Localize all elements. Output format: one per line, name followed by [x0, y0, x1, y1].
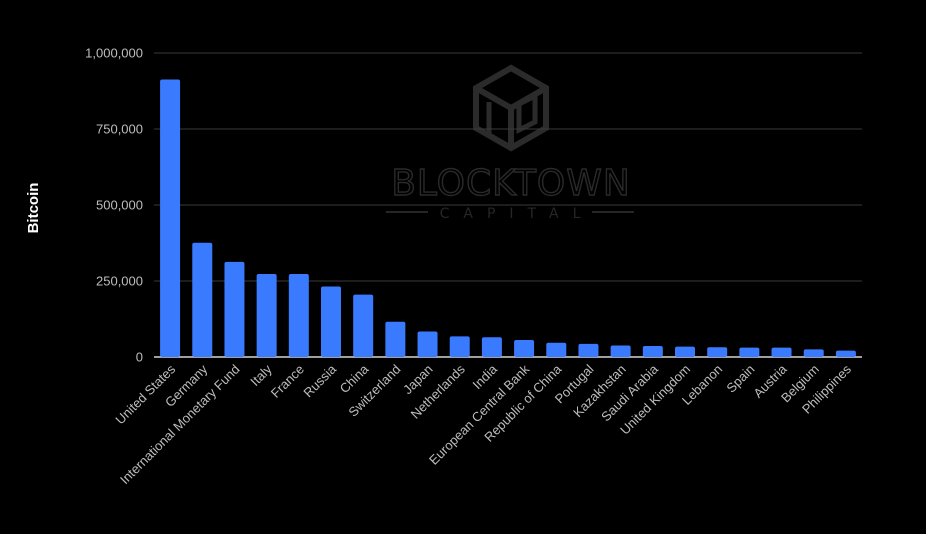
bar	[835, 350, 856, 357]
blocktown-logo-icon	[473, 64, 549, 152]
blocktown-watermark: BLOCKTOWN CAPITAL	[386, 64, 634, 222]
bar	[739, 347, 760, 357]
bar	[771, 347, 792, 357]
y-tick-label: 500,000	[96, 198, 143, 213]
bar	[675, 346, 695, 357]
bar	[803, 349, 824, 357]
bar	[192, 242, 213, 357]
bar	[417, 331, 438, 357]
y-axis-ticks: 0 250,000 500,000 750,000 1,000,000	[85, 46, 143, 365]
bar	[321, 286, 341, 357]
bar	[578, 343, 599, 357]
y-tick-label: 250,000	[96, 274, 143, 289]
x-tick-label: France	[268, 362, 307, 401]
y-tick-label: 0	[136, 350, 143, 365]
watermark-brand: BLOCKTOWN	[391, 163, 631, 204]
y-tick-label: 750,000	[96, 122, 143, 137]
bar	[288, 274, 309, 357]
bar	[256, 274, 277, 357]
bar	[514, 339, 535, 357]
bar	[224, 261, 245, 357]
bar	[385, 321, 406, 357]
bars	[160, 79, 856, 357]
bar	[481, 337, 502, 357]
watermark-sub: CAPITAL	[440, 206, 595, 222]
bar	[353, 294, 374, 357]
y-axis-title: Bitcoin	[25, 183, 42, 234]
x-tick-label: Italy	[247, 361, 275, 389]
bar	[160, 79, 181, 357]
bar	[707, 347, 728, 357]
bar	[546, 342, 567, 357]
bar	[610, 345, 631, 357]
bar	[642, 346, 663, 357]
y-tick-label: 1,000,000	[85, 46, 143, 61]
bar	[449, 336, 470, 357]
x-tick-label: Russia	[300, 361, 339, 400]
